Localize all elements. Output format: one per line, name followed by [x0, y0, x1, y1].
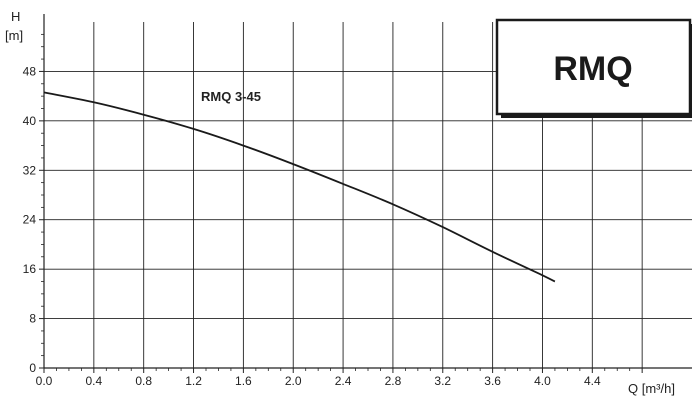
x-tick-label: 1.6: [235, 374, 252, 388]
x-tick-label: 4.4: [584, 374, 601, 388]
x-tick-label: 0.0: [36, 374, 53, 388]
y-tick-label: 32: [23, 163, 37, 177]
product-badge: RMQ: [495, 18, 692, 118]
badge-box: [495, 18, 692, 116]
x-tick-label: 1.2: [185, 374, 202, 388]
x-tick-label: 2.4: [335, 374, 352, 388]
x-tick-label: 3.6: [484, 374, 501, 388]
x-tick-label: 4.0: [534, 374, 551, 388]
y-tick-label: 40: [23, 114, 37, 128]
series-label-rmq-3-45: RMQ 3-45: [201, 89, 261, 104]
y-tick-label: 0: [29, 361, 36, 375]
x-tick-label: 3.2: [434, 374, 451, 388]
x-tick-label: 2.0: [285, 374, 302, 388]
y-tick-label: 16: [23, 262, 37, 276]
y-tick-label: 8: [29, 312, 36, 326]
badge-text: RMQ: [553, 50, 632, 88]
series-line-rmq-3-45: [43, 91, 556, 283]
x-axis-title: Q [m³/h]: [628, 381, 675, 396]
y-axis-title-h: H: [11, 9, 20, 24]
series-layer: [43, 91, 556, 283]
y-axis-title-unit: [m]: [5, 28, 23, 43]
x-tick-label: 0.4: [86, 374, 103, 388]
x-tick-label: 0.8: [135, 374, 152, 388]
y-tick-label: 24: [23, 213, 37, 227]
axes: [39, 14, 692, 373]
x-tick-label: 2.8: [385, 374, 402, 388]
minor-ticks: [41, 33, 631, 371]
tick-labels: 0.0 0.4 0.8 1.2 1.6 2.0 2.4 2.8 3.2 3.6 4.0 4.4 0 8 16…: [23, 64, 601, 388]
y-tick-label: 48: [23, 64, 37, 78]
